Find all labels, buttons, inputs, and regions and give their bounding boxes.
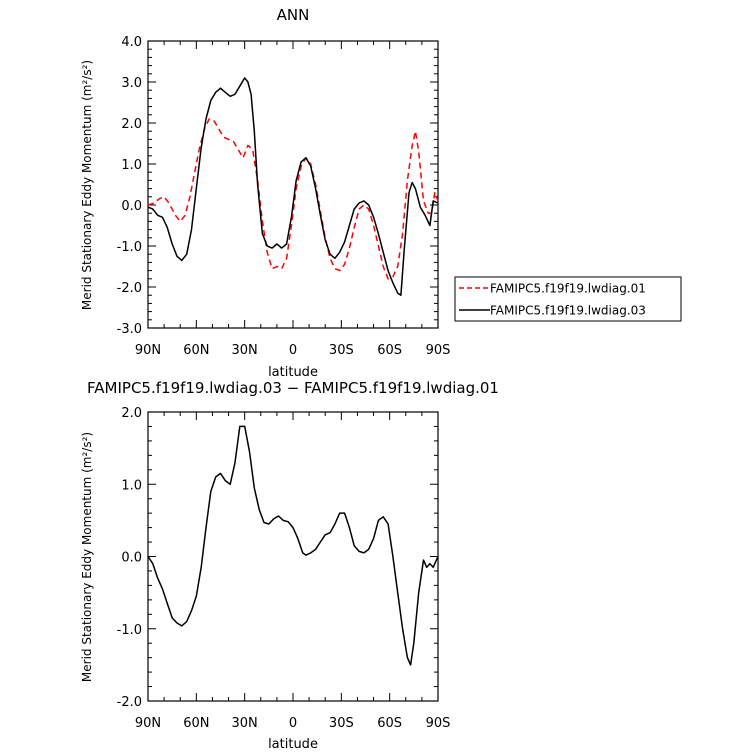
bottom-series-lines bbox=[147, 425, 439, 666]
bottom-x-ticks: 90N 60N 30N 0 30S 60S 90S bbox=[135, 412, 451, 731]
bottom-plot-frame bbox=[147, 411, 439, 702]
x-tick-label: 30N bbox=[232, 716, 258, 731]
top-y-axis-label: Merid Stationary Eddy Momentum (m²/s²) bbox=[80, 60, 94, 310]
y-tick-label: 0.0 bbox=[121, 551, 142, 566]
bottom-panel: FAMIPC5.f19f19.lwdiag.03 − FAMIPC5.f19f1… bbox=[80, 379, 499, 752]
y-tick-label: -3.0 bbox=[117, 322, 142, 337]
y-tick-label: 4.0 bbox=[121, 35, 142, 50]
x-tick-label: 0 bbox=[289, 716, 297, 731]
top-chart-title: ANN bbox=[277, 6, 310, 24]
top-series-lines bbox=[147, 77, 439, 296]
y-tick-label: -2.0 bbox=[117, 695, 142, 710]
y-tick-label: -2.0 bbox=[117, 281, 142, 296]
legend-box bbox=[454, 276, 682, 322]
top-x-ticks: 90N 60N 30N 0 30S 60S 90S bbox=[135, 41, 451, 358]
x-tick-label: 0 bbox=[289, 343, 297, 358]
x-tick-label: 60N bbox=[183, 343, 209, 358]
bottom-y-axis-label: Merid Stationary Eddy Momentum (m²/s²) bbox=[80, 432, 94, 682]
x-tick-label: 30S bbox=[329, 343, 354, 358]
x-tick-label: 90N bbox=[135, 716, 161, 731]
x-tick-label: 30N bbox=[232, 343, 258, 358]
x-tick-label: 90S bbox=[426, 343, 451, 358]
bottom-chart-title: FAMIPC5.f19f19.lwdiag.03 − FAMIPC5.f19f1… bbox=[87, 379, 499, 397]
x-tick-label: 90S bbox=[426, 716, 451, 731]
top-panel: ANN -3.0 -2.0 -1.0 0.0 1.0 2.0 3.0 4.0 90N 60N 30… bbox=[80, 6, 450, 380]
y-tick-label: -1.0 bbox=[117, 240, 142, 255]
y-tick-label: -1.0 bbox=[117, 623, 142, 638]
y-tick-label: 1.0 bbox=[121, 478, 142, 493]
y-tick-label: 3.0 bbox=[121, 76, 142, 91]
x-tick-label: 90N bbox=[135, 343, 161, 358]
y-tick-label: 2.0 bbox=[121, 117, 142, 132]
x-tick-label: 30S bbox=[329, 716, 354, 731]
y-tick-label: 1.0 bbox=[121, 158, 142, 173]
y-tick-label: 0.0 bbox=[121, 199, 142, 214]
bottom-x-axis-label: latitude bbox=[268, 737, 318, 752]
x-tick-label: 60S bbox=[377, 343, 402, 358]
legend: FAMIPC5.f19f19.lwdiag.01 FAMIPC5.f19f19.… bbox=[454, 276, 682, 322]
legend-label-lwdiag-03: FAMIPC5.f19f19.lwdiag.03 bbox=[490, 304, 646, 318]
bottom-plot-border bbox=[147, 411, 439, 702]
legend-label-lwdiag-01: FAMIPC5.f19f19.lwdiag.01 bbox=[490, 282, 646, 296]
y-tick-label: 2.0 bbox=[121, 406, 142, 421]
series-line-lwdiag-01 bbox=[147, 118, 439, 280]
top-x-axis-label: latitude bbox=[268, 365, 318, 380]
top-y-ticks: -3.0 -2.0 -1.0 0.0 1.0 2.0 3.0 4.0 bbox=[117, 35, 438, 337]
x-tick-label: 60N bbox=[183, 716, 209, 731]
bottom-y-ticks: -2.0 -1.0 0.0 1.0 2.0 bbox=[117, 406, 438, 710]
x-tick-label: 60S bbox=[377, 716, 402, 731]
series-line-difference bbox=[147, 425, 439, 666]
series-line-lwdiag-03 bbox=[147, 77, 439, 296]
